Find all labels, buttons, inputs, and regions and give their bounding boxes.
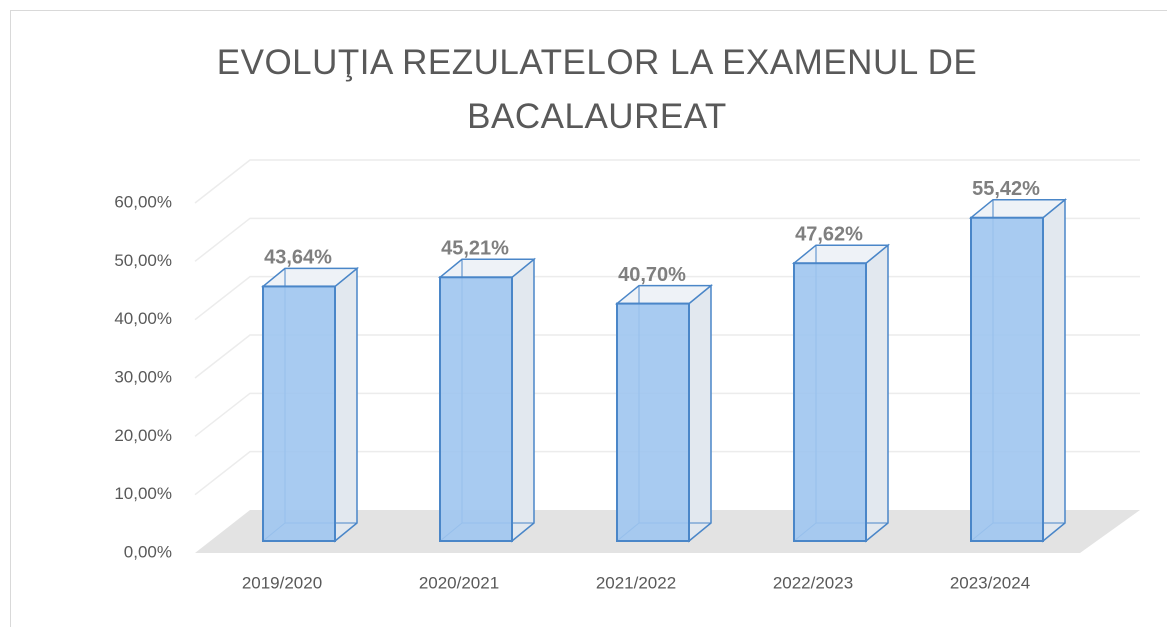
bar-front [439,276,513,542]
y-tick-label: 50,00% [114,251,172,270]
data-label: 40,70% [618,264,686,286]
data-label: 47,62% [795,223,863,245]
bar-front [616,302,690,543]
x-tick-label: 2022/2023 [773,573,853,592]
data-label: 55,42% [972,178,1040,200]
bar [968,198,1068,543]
bar-side [1042,198,1066,543]
bar-side [334,266,358,543]
y-tick-label: 60,00% [114,192,172,211]
grid-line [194,159,1140,204]
bar [437,257,537,543]
chart-title: EVOLUŢIA REZULATELOR LA EXAMENUL DE BACA… [216,43,978,136]
bar-front [793,262,867,542]
y-tick-label: 0,00% [124,542,172,561]
bar [791,243,891,543]
bar-side [688,284,712,543]
bar [260,266,360,543]
data-label: 43,64% [264,247,332,269]
y-tick-label: 30,00% [114,367,172,386]
chart-frame [10,10,1167,627]
bar [614,284,714,543]
bar-side [511,257,535,543]
x-tick-label: 2021/2022 [596,573,676,592]
y-tick-label: 40,00% [114,309,172,328]
y-tick-label: 10,00% [114,484,172,503]
y-tick-label: 20,00% [114,426,172,445]
data-label: 45,21% [441,238,509,260]
x-tick-label: 2020/2021 [419,573,499,592]
x-tick-label: 2023/2024 [950,573,1030,592]
bar-side [865,243,889,543]
bar-front [262,285,336,542]
x-tick-label: 2019/2020 [242,573,322,592]
bar-front [970,216,1044,542]
grid-line [194,217,1140,262]
